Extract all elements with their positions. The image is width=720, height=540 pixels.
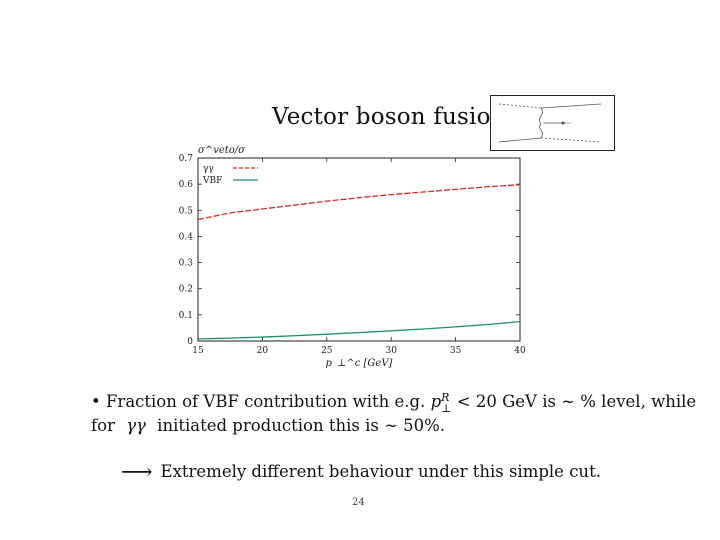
bullet-line-1: • Fraction of VBF contribution with e.g.… — [91, 390, 696, 415]
pt-symbol: p R ⊥ — [430, 390, 452, 415]
bullet-marker: • — [91, 392, 106, 411]
bullet-text-2a: for — [91, 416, 115, 435]
bullet-text-1a: Fraction of VBF contribution with e.g. — [105, 392, 426, 411]
bullet-text-1b: < 20 GeV is ∼ % level, while — [456, 392, 697, 411]
gamma-gamma-symbol: γγ — [126, 416, 146, 435]
x-axis-label: p_⊥^c [GeV] — [326, 358, 393, 368]
page-number: 24 — [352, 497, 365, 508]
y-tick-label: 0.1 — [179, 311, 193, 321]
y-tick-label: 0.5 — [179, 206, 194, 216]
legend-label-1: VBF — [202, 176, 222, 186]
y-tick-label: 0 — [187, 337, 193, 347]
chart-area: 0 0.1 0.2 0.3 0.4 0.5 0.6 0.7 15 20 25 30 35 40 σ^veto… — [168, 138, 540, 369]
y-axis-label: σ^veto/σ — [198, 145, 246, 156]
series-line-1 — [197, 321, 521, 340]
bullet-line-2: for γγ initiated production this is ∼ 50… — [91, 414, 691, 438]
x-tick-label: 25 — [321, 346, 333, 356]
bullet-point: • Fraction of VBF contribution with e.g.… — [91, 390, 696, 438]
y-tick-label: 0.2 — [179, 285, 193, 295]
x-tick-label: 15 — [192, 346, 204, 356]
conclusion-text: Extremely different behaviour under this… — [160, 462, 601, 481]
y-tick-label: 0.7 — [179, 154, 194, 164]
series-line-0 — [197, 184, 521, 221]
x-tick-label: 30 — [385, 346, 397, 356]
y-tick-label: 0.3 — [179, 259, 194, 269]
conclusion-line: ⟶ Extremely different behaviour under thi… — [121, 460, 601, 485]
bullet-text-2b: initiated production this is ∼ 50%. — [157, 416, 446, 435]
veto-fraction-chart: 0 0.1 0.2 0.3 0.4 0.5 0.6 0.7 15 20 25 30 35 40 σ^veto… — [179, 145, 526, 369]
legend-label-0: γγ — [203, 164, 214, 174]
slide-title: Vector boson fusion — [272, 104, 506, 130]
right-arrow-icon: ⟶ — [121, 460, 153, 485]
x-tick-label: 35 — [450, 346, 462, 356]
feynman-diagram-image — [490, 95, 615, 151]
plot-frame — [197, 157, 521, 342]
y-tick-label: 0.6 — [179, 180, 194, 190]
x-tick-label: 20 — [257, 346, 269, 356]
x-tick-label: 40 — [514, 346, 526, 356]
y-tick-label: 0.4 — [179, 232, 194, 242]
